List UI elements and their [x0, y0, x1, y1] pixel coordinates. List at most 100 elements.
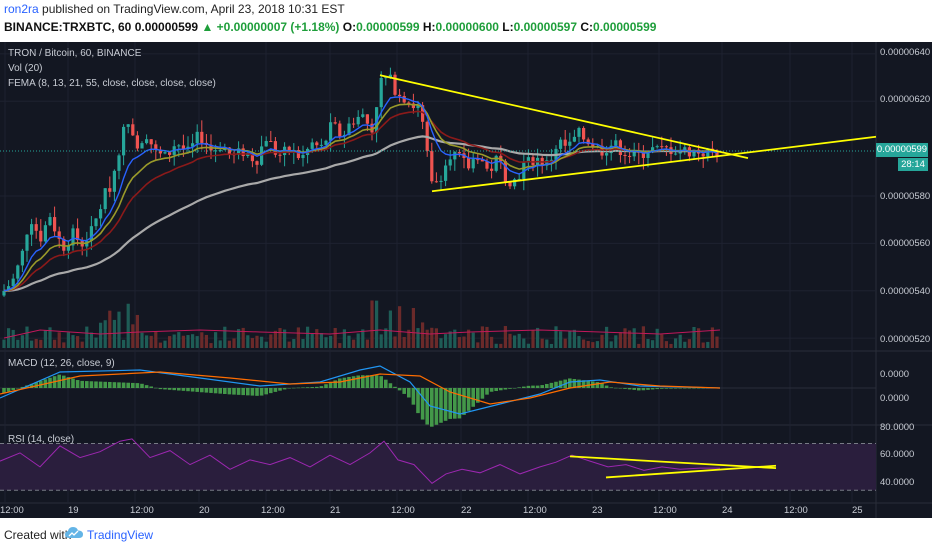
candle-body [591, 144, 595, 148]
macd-histogram-bar [609, 387, 613, 388]
rsi-band [0, 443, 876, 491]
candle-body [384, 77, 388, 79]
volume-bar [255, 335, 259, 348]
candle-body [108, 188, 112, 192]
macd-histogram-bar [443, 388, 448, 421]
volume-bar [628, 330, 632, 348]
candle-body [30, 224, 34, 235]
volume-bar [393, 336, 397, 348]
macd-histogram-bar [388, 383, 393, 388]
volume-bar [697, 328, 701, 348]
candle-body [568, 141, 572, 146]
volume-bar [614, 335, 618, 348]
candle-body [416, 105, 420, 109]
volume-bar [112, 319, 116, 348]
volume-bar [269, 334, 273, 348]
volume-bar [425, 329, 429, 348]
macd-histogram-bar [549, 382, 554, 388]
volume-bar [485, 326, 489, 348]
macd-histogram-bar [269, 388, 273, 394]
ema55-line [3, 135, 718, 292]
volume-bar [154, 331, 158, 348]
volume-bar [467, 329, 471, 348]
macd-histogram-bar [223, 388, 227, 395]
candle-body [664, 146, 668, 148]
publish-header: ron2ra published on TradingView.com, Apr… [0, 0, 932, 46]
volume-bar [416, 328, 420, 348]
candle-body [508, 182, 512, 187]
volume-bar [181, 335, 185, 348]
candle-body [356, 116, 360, 125]
volume-bar [398, 306, 402, 348]
macd-histogram-bar [255, 388, 259, 396]
macd-histogram-bar [324, 384, 328, 388]
candle-body [48, 217, 52, 226]
volume-bar [338, 343, 342, 348]
volume-bar [365, 339, 369, 348]
macd-histogram-bar [632, 388, 636, 390]
macd-histogram-bar [540, 385, 544, 388]
candle-body [66, 245, 70, 251]
candle-body [287, 146, 291, 153]
chart-canvas[interactable] [0, 42, 932, 518]
author-link[interactable]: ron2ra [4, 2, 39, 16]
volume-bar [683, 341, 687, 348]
volume-bar [490, 336, 494, 348]
volume-bar [163, 340, 167, 348]
macd-histogram-bar [494, 388, 498, 392]
volume-bar [260, 336, 264, 348]
candle-body [241, 148, 245, 157]
macd-histogram-bar [430, 388, 434, 427]
macd-histogram-bar [586, 380, 590, 388]
macd-histogram-bar [85, 381, 89, 388]
rsi-tick: 40.0000 [880, 477, 915, 488]
volume-bar [20, 335, 24, 348]
volume-bar [517, 333, 521, 348]
volume-bar [531, 330, 535, 348]
macd-histogram-bar [604, 385, 609, 388]
macd-histogram-bar [103, 381, 107, 388]
candle-body [563, 139, 567, 146]
macd-histogram-bar [135, 383, 140, 388]
volume-ma-line [3, 329, 721, 339]
macd-histogram-bar [112, 382, 117, 388]
chart-area[interactable]: TRON / Bitcoin, 60, BINANCE Vol (20) FEM… [0, 42, 932, 518]
macd-histogram-bar [503, 388, 508, 390]
tradingview-cloud-icon [65, 527, 83, 538]
candle-body [333, 122, 337, 124]
macd-histogram-bar [581, 380, 586, 388]
candle-body [62, 238, 66, 251]
volume-bar [637, 343, 641, 348]
macd-histogram-bar [232, 388, 236, 395]
ohlc-high: 0.00000600 [435, 20, 499, 34]
candle-body [255, 161, 259, 165]
price-tick: 0.00000580 [880, 191, 931, 202]
volume-bar [126, 303, 130, 348]
time-tick: 22 [461, 505, 472, 516]
candle-body [430, 150, 434, 182]
macd-histogram-bar [195, 388, 199, 392]
macd-histogram-bar [669, 388, 673, 389]
candle-body [76, 228, 80, 241]
candle-body [39, 230, 43, 242]
macd-histogram-bar [126, 382, 130, 388]
volume-bar [71, 335, 75, 348]
volume-bar [664, 341, 668, 348]
volume-bar [306, 326, 310, 348]
volume-bar [591, 342, 595, 348]
volume-bar [94, 337, 98, 348]
volume-bar [172, 334, 176, 348]
macd-histogram-bar [98, 381, 103, 388]
macd-histogram-bar [172, 388, 176, 391]
candle-body [260, 146, 264, 165]
candle-body [361, 114, 365, 117]
macd-histogram-bar [673, 388, 678, 389]
volume-bar [80, 341, 84, 348]
volume-bar [402, 336, 406, 348]
macd-histogram-bar [471, 388, 475, 407]
macd-histogram-bar [131, 382, 135, 388]
tradingview-brand-link[interactable]: TradingView [87, 528, 154, 542]
time-tick: 12:00 [0, 505, 24, 516]
macd-histogram-bar [94, 381, 98, 388]
volume-bar [568, 330, 572, 348]
